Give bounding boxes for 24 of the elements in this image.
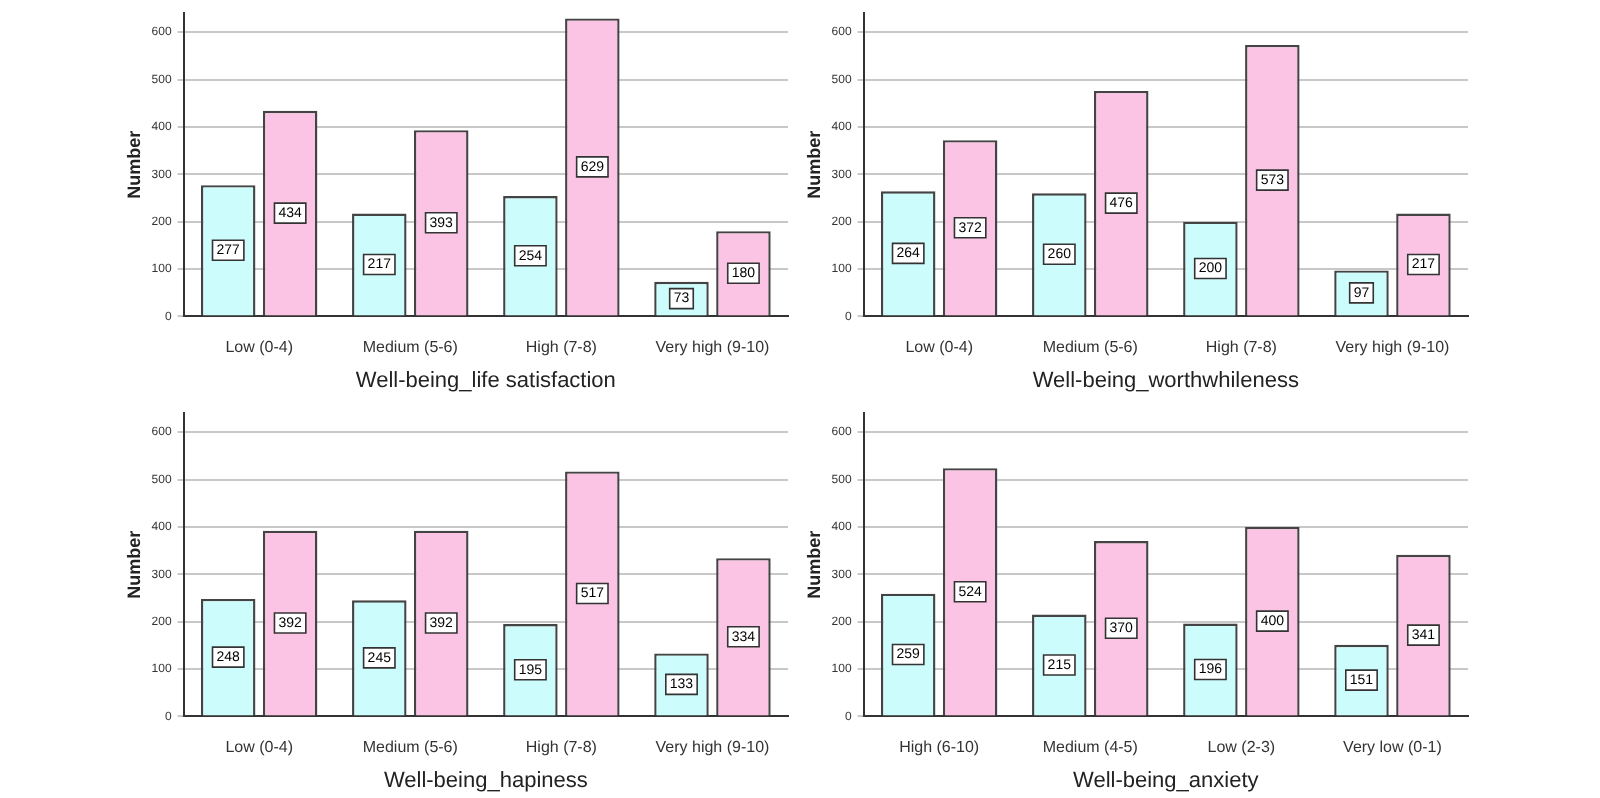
x-tick-label: Very low (0-1) — [1343, 738, 1443, 757]
x-tick-label: Medium (4-5) — [1042, 738, 1139, 757]
y-axis-title: Number — [803, 129, 824, 199]
x-axis-title: Well-being_hapiness — [383, 768, 589, 793]
x-tick-label: Very high (9-10) — [655, 738, 771, 757]
x-tick-label: Low (0-4) — [225, 738, 294, 757]
x-tick-label: Very high (9-10) — [655, 338, 771, 357]
y-axis-title: Number — [803, 529, 824, 599]
x-tick-label: High (7-8) — [525, 738, 598, 757]
x-axis-title: Well-being_anxiety — [1073, 768, 1260, 793]
x-tick-label: High (7-8) — [1205, 338, 1278, 357]
x-tick-label: Medium (5-6) — [362, 338, 459, 357]
x-tick-label: Medium (5-6) — [1042, 338, 1139, 357]
x-tick-label: High (7-8) — [525, 338, 598, 357]
x-tick-label: High (6-10) — [899, 738, 980, 757]
x-tick-label: Low (0-4) — [905, 338, 974, 357]
x-tick-label: Low (2-3) — [1207, 738, 1276, 757]
x-tick-label: Medium (5-6) — [362, 738, 459, 757]
x-tick-label: Low (0-4) — [225, 338, 294, 357]
y-axis-title: Number — [123, 129, 144, 199]
x-tick-label: Very high (9-10) — [1335, 338, 1451, 357]
y-axis-title: Number — [123, 529, 144, 599]
x-axis-title: Well-being_life satisfaction — [355, 368, 616, 393]
x-axis-title: Well-being_worthwhileness — [1032, 368, 1300, 393]
